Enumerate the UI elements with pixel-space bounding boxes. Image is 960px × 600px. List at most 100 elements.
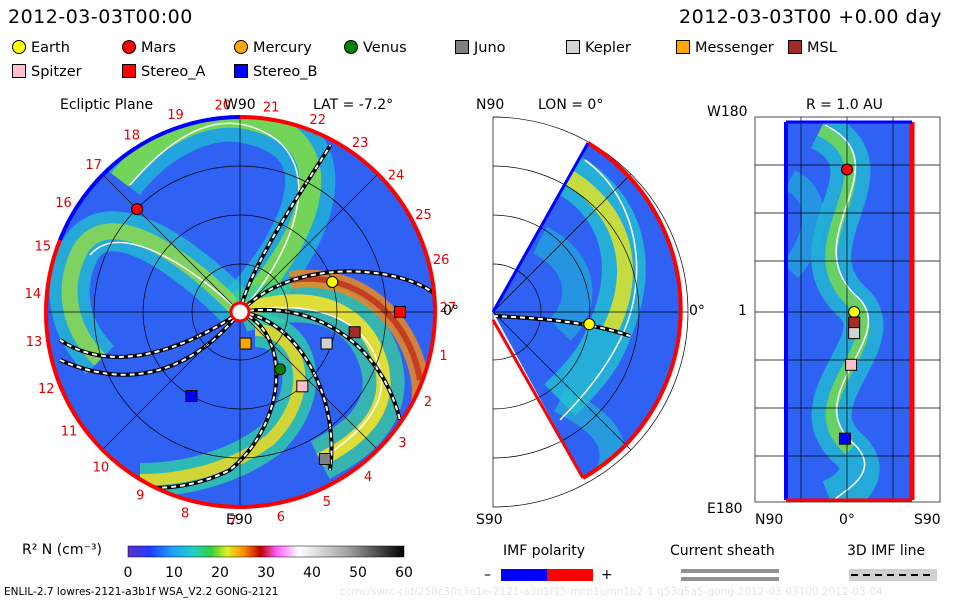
rotation-label-5: 5 bbox=[323, 495, 331, 510]
radial-r-label: R = 1.0 AU bbox=[806, 97, 883, 113]
legend-item-kepler: Kepler bbox=[566, 40, 631, 56]
radial-left-mid: 1 bbox=[738, 303, 747, 319]
marker-kepler bbox=[848, 327, 861, 340]
meridional-panel bbox=[491, 116, 689, 508]
legend-swatch bbox=[455, 40, 469, 54]
ecliptic-right-label: 0° bbox=[443, 303, 459, 319]
rotation-label-12: 12 bbox=[38, 382, 55, 397]
legend-label: MSL bbox=[807, 40, 837, 56]
marker-mars bbox=[841, 163, 853, 176]
rotation-label-1: 1 bbox=[439, 349, 447, 364]
legend-swatch bbox=[788, 40, 802, 54]
marker-msl bbox=[848, 316, 861, 329]
radial-bottom-s: S90 bbox=[914, 512, 941, 528]
legend-swatch bbox=[234, 40, 248, 54]
rotation-label-25: 25 bbox=[415, 208, 432, 223]
ecliptic-title: Ecliptic Plane bbox=[60, 97, 154, 113]
legend-swatch bbox=[122, 64, 136, 78]
legend-item-stereo-b: Stereo_B bbox=[234, 64, 317, 80]
meridional-right-label: 0° bbox=[689, 303, 705, 319]
marker-stereo-b bbox=[185, 390, 198, 403]
right-timestamp: 2012-03-03T00 +0.00 day bbox=[679, 6, 942, 28]
rotation-label-10: 10 bbox=[93, 461, 110, 476]
rotation-label-26: 26 bbox=[433, 253, 450, 268]
radial-top-left: W180 bbox=[707, 104, 748, 120]
legend-swatch bbox=[122, 40, 136, 54]
legend-swatch bbox=[234, 64, 248, 78]
legend-label: Spitzer bbox=[31, 64, 82, 80]
marker-earth bbox=[583, 318, 596, 331]
rotation-label-7: 7 bbox=[229, 514, 237, 529]
rotation-label-27: 27 bbox=[440, 301, 457, 316]
legend-swatch bbox=[12, 40, 26, 54]
marker-stereo-a bbox=[394, 306, 407, 318]
colorbar-tick-50: 50 bbox=[349, 565, 367, 581]
meridional-lon: LON = 0° bbox=[538, 97, 604, 113]
legend-item-mars: Mars bbox=[122, 40, 176, 56]
legend-label: Messenger bbox=[695, 40, 774, 56]
colorbar-tick-10: 10 bbox=[165, 565, 183, 581]
imf-positive-swatch bbox=[547, 569, 593, 581]
rotation-label-8: 8 bbox=[181, 507, 189, 522]
rotation-label-17: 17 bbox=[85, 158, 102, 173]
meridional-bottom-label: S90 bbox=[476, 512, 503, 528]
marker-spitzer bbox=[845, 358, 858, 371]
rotation-label-23: 23 bbox=[352, 136, 369, 151]
legend-item-spitzer: Spitzer bbox=[12, 64, 82, 80]
current-sheath-line-2 bbox=[681, 577, 779, 581]
ecliptic-bottom-label: E90 bbox=[226, 512, 253, 528]
legend-label: Juno bbox=[474, 40, 506, 56]
legend-label: Earth bbox=[31, 40, 70, 56]
colorbar-tick-0: 0 bbox=[124, 565, 133, 581]
marker-mars bbox=[131, 203, 144, 216]
rotation-label-22: 22 bbox=[309, 113, 326, 128]
rotation-label-13: 13 bbox=[26, 335, 43, 350]
legend-swatch bbox=[566, 40, 580, 54]
rotation-label-9: 9 bbox=[136, 489, 144, 504]
current-sheath-line-1 bbox=[681, 569, 779, 573]
rotation-label-2: 2 bbox=[424, 395, 432, 410]
rotation-label-21: 21 bbox=[263, 100, 280, 115]
density-streams bbox=[45, 117, 435, 507]
left-timestamp: 2012-03-03T00:00 bbox=[8, 6, 193, 28]
rotation-label-6: 6 bbox=[277, 510, 285, 525]
legend-item-msl: MSL bbox=[788, 40, 837, 56]
legend-label: Stereo_B bbox=[253, 64, 318, 80]
rotation-label-19: 19 bbox=[167, 108, 184, 123]
radial-bottom-n: N90 bbox=[755, 512, 784, 528]
rotation-label-14: 14 bbox=[25, 287, 42, 302]
legend-swatch bbox=[12, 64, 26, 78]
marker-msl bbox=[348, 326, 361, 339]
imf-negative-swatch bbox=[501, 569, 547, 581]
rotation-label-3: 3 bbox=[398, 436, 406, 451]
ecliptic-lat: LAT = -7.2° bbox=[313, 97, 394, 113]
radial-bottom-0: 0° bbox=[839, 512, 855, 528]
legend-label: Mercury bbox=[253, 40, 312, 56]
marker-earth bbox=[326, 276, 339, 289]
colorbar-label: R² N (cm⁻³) bbox=[22, 542, 102, 558]
current-sheath-title: Current sheath bbox=[670, 543, 775, 559]
colorbar bbox=[127, 545, 405, 558]
ecliptic-top-label: W90 bbox=[224, 97, 256, 113]
meridional-top-label: N90 bbox=[476, 97, 505, 113]
legend-item-messenger: Messenger bbox=[676, 40, 774, 56]
legend-item-stereo-a: Stereo_A bbox=[122, 64, 205, 80]
marker-juno bbox=[318, 453, 331, 466]
legend-label: Mars bbox=[141, 40, 176, 56]
rotation-label-15: 15 bbox=[35, 240, 52, 255]
rotation-label-16: 16 bbox=[55, 196, 72, 211]
colorbar-tick-40: 40 bbox=[303, 565, 321, 581]
colorbar-tick-20: 20 bbox=[211, 565, 229, 581]
imf-polarity-title: IMF polarity bbox=[503, 543, 586, 559]
legend-label: Venus bbox=[363, 40, 407, 56]
rotation-label-11: 11 bbox=[61, 424, 78, 439]
colorbar-ticks: 0 10 20 30 40 50 60 bbox=[124, 565, 413, 581]
legend-swatch bbox=[344, 40, 358, 54]
marker-earth bbox=[848, 306, 861, 318]
object-markers bbox=[131, 163, 861, 466]
legend-label: Kepler bbox=[585, 40, 631, 56]
legend-item-juno: Juno bbox=[455, 40, 506, 56]
